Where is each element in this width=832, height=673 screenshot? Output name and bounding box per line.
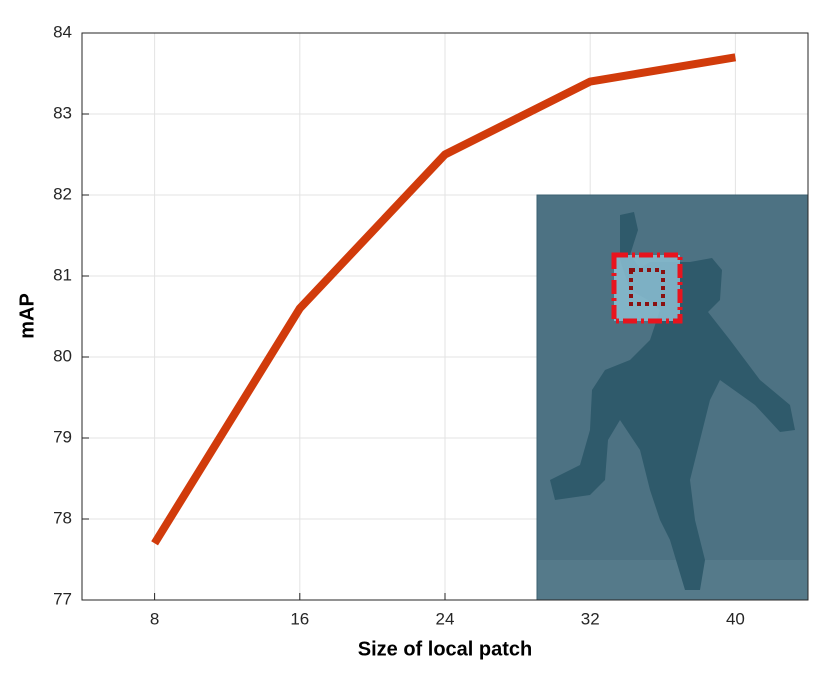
y-tick-label: 78 — [53, 508, 72, 527]
x-tick-label: 16 — [290, 609, 309, 628]
x-tick-label: 8 — [150, 609, 159, 628]
y-tick-label: 82 — [53, 184, 72, 203]
axes-frame — [81, 32, 809, 601]
data-line — [151, 53, 737, 546]
x-axis-title: Size of local patch — [358, 638, 532, 660]
x-tick-label: 24 — [436, 609, 455, 628]
x-tick-label: 32 — [581, 609, 600, 628]
y-tick-label: 77 — [53, 589, 72, 608]
y-tick-label: 84 — [53, 22, 72, 41]
y-tick-label: 80 — [53, 346, 72, 365]
y-tick-label: 79 — [53, 427, 72, 446]
x-tick-label: 40 — [726, 609, 745, 628]
y-tick-label: 83 — [53, 103, 72, 122]
inset-depth-image — [536, 194, 809, 601]
y-axis-title: mAP — [16, 293, 38, 339]
y-tick-label: 81 — [53, 265, 72, 284]
